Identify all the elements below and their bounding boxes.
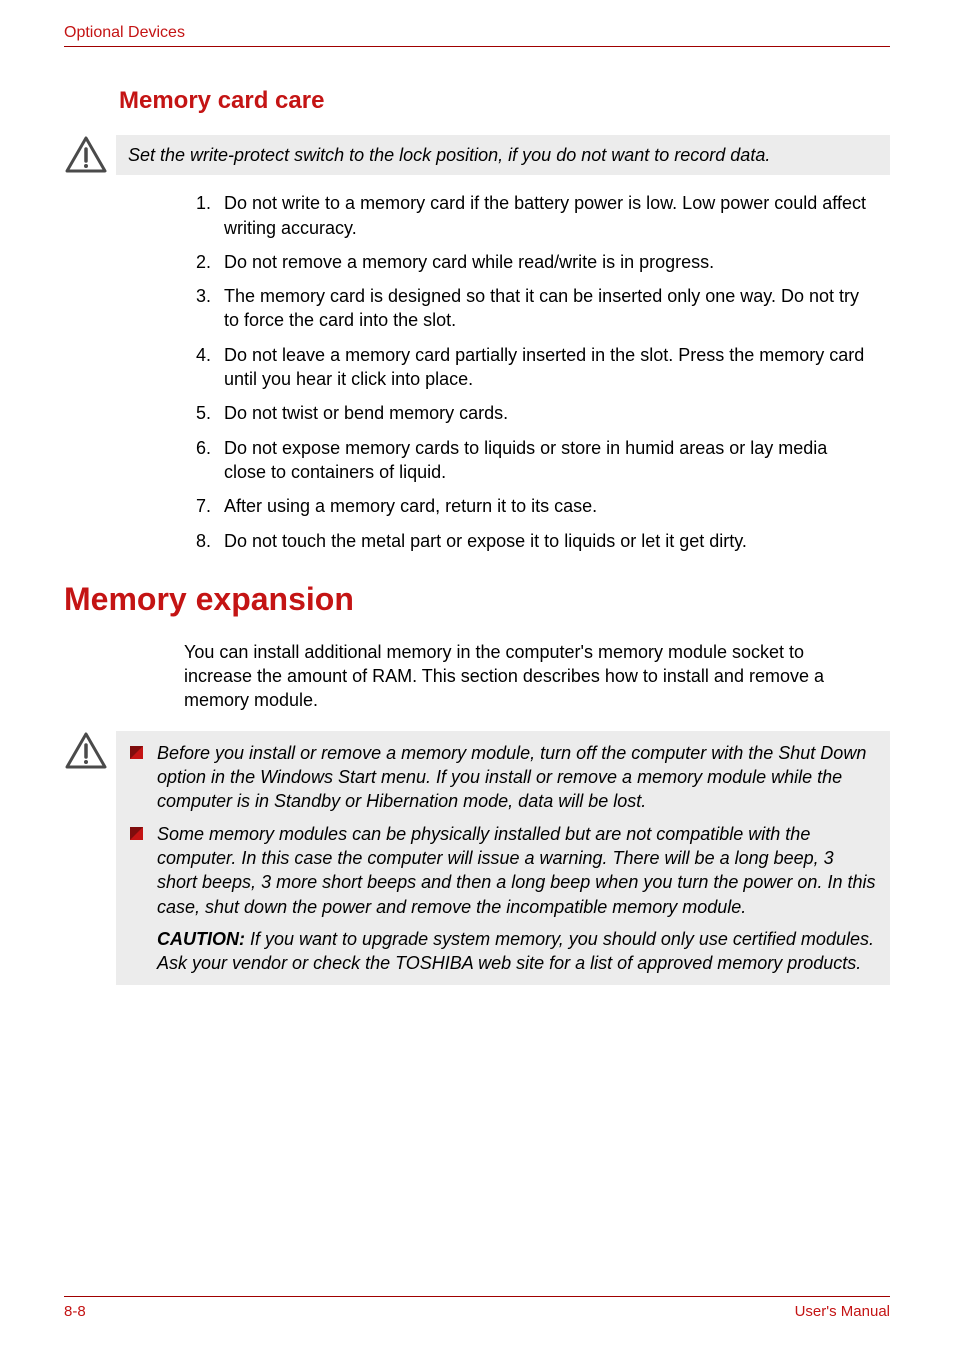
caution-text: If you want to upgrade system memory, yo… xyxy=(157,929,874,973)
bullet-text: Before you install or remove a memory mo… xyxy=(157,741,876,814)
list-item: Do not remove a memory card while read/w… xyxy=(216,250,870,274)
warning-icon xyxy=(64,135,108,175)
list-item: Do not expose memory cards to liquids or… xyxy=(216,436,870,485)
bullet-item: Before you install or remove a memory mo… xyxy=(130,741,876,814)
memory-card-care-list: Do not write to a memory card if the bat… xyxy=(216,191,870,553)
heading-memory-expansion: Memory expansion xyxy=(64,581,890,618)
page-footer: 8-8 User's Manual xyxy=(64,1296,890,1320)
square-bullet-icon xyxy=(130,746,143,759)
warning-text-1: Set the write-protect switch to the lock… xyxy=(116,135,890,175)
list-item: The memory card is designed so that it c… xyxy=(216,284,870,333)
square-bullet-icon xyxy=(130,827,143,840)
header-section: Optional Devices xyxy=(64,24,185,41)
list-item: Do not twist or bend memory cards. xyxy=(216,401,870,425)
caution-paragraph: CAUTION: If you want to upgrade system m… xyxy=(157,927,876,976)
warning-list-box: Before you install or remove a memory mo… xyxy=(116,731,890,986)
warning-block-2: Before you install or remove a memory mo… xyxy=(64,731,890,986)
memory-expansion-para: You can install additional memory in the… xyxy=(184,640,870,713)
list-item: Do not touch the metal part or expose it… xyxy=(216,529,870,553)
page-number: 8-8 xyxy=(64,1303,86,1320)
heading-memory-card-care: Memory card care xyxy=(119,87,890,115)
warning-block-1: Set the write-protect switch to the lock… xyxy=(64,135,890,175)
list-item: Do not write to a memory card if the bat… xyxy=(216,191,870,240)
list-item: Do not leave a memory card partially ins… xyxy=(216,343,870,392)
bullet-item: Some memory modules can be physically in… xyxy=(130,822,876,919)
list-item: After using a memory card, return it to … xyxy=(216,494,870,518)
footer-label: User's Manual xyxy=(795,1303,890,1320)
caution-label: CAUTION: xyxy=(157,929,245,949)
bullet-text: Some memory modules can be physically in… xyxy=(157,822,876,919)
warning-icon xyxy=(64,731,108,771)
